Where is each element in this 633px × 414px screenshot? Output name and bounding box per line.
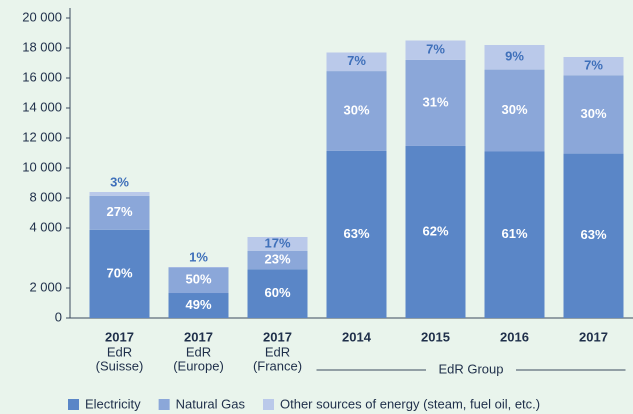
bar-segment [247, 250, 308, 270]
legend-label: Natural Gas [176, 396, 246, 411]
y-tick-label: 8 000 [29, 189, 62, 204]
y-tick-label: 12 000 [22, 129, 62, 144]
x-tick-label: 2017 [579, 329, 608, 344]
value-label: 9% [505, 49, 524, 64]
value-label: 30% [501, 102, 527, 117]
value-label: 27% [106, 204, 132, 219]
x-tick-label: 2017 [263, 329, 292, 344]
bar-segment [405, 59, 466, 146]
bar-segment [405, 145, 466, 318]
bar-segment [247, 269, 308, 318]
bar-segment [89, 195, 150, 230]
group-label: EdR Group [438, 361, 503, 376]
bar-segment [168, 267, 229, 268]
x-sublabel: EdR [186, 344, 211, 359]
value-label: 7% [426, 42, 445, 57]
x-tick-label: 2015 [421, 329, 450, 344]
legend-swatch [68, 399, 79, 410]
bar-segment [168, 293, 229, 318]
y-tick-label: 18 000 [22, 39, 62, 54]
value-label: 62% [422, 223, 448, 238]
legend-swatch [263, 399, 274, 410]
x-sublabel: EdR [107, 344, 132, 359]
value-label: 30% [343, 102, 369, 117]
value-label: 30% [580, 106, 606, 121]
x-tick-label: 2014 [342, 329, 372, 344]
value-label: 60% [264, 285, 290, 300]
legend-label: Electricity [85, 396, 141, 411]
y-tick-label: 16 000 [22, 69, 62, 84]
value-label: 3% [110, 174, 129, 189]
value-label: 70% [106, 265, 132, 280]
y-tick-label: 2 000 [29, 279, 62, 294]
bar-segment [563, 57, 624, 76]
value-label: 63% [343, 226, 369, 241]
x-sublabel: (Europe) [173, 358, 224, 373]
value-label: 1% [189, 249, 208, 264]
value-label: 7% [584, 58, 603, 73]
bar-segment [326, 71, 387, 151]
value-label: 50% [185, 272, 211, 287]
bar-segment [326, 150, 387, 318]
bar-segment [484, 69, 545, 152]
bar-segment [247, 237, 308, 251]
y-tick-label: 4 000 [29, 219, 62, 234]
x-tick-label: 2017 [184, 329, 213, 344]
y-tick-label: 14 000 [22, 99, 62, 114]
bar-segment [563, 153, 624, 318]
x-sublabel: (France) [253, 358, 302, 373]
bar-segment [563, 75, 624, 154]
value-label: 63% [580, 227, 606, 242]
value-label: 49% [185, 297, 211, 312]
legend-label: Other sources of energy (steam, fuel oil… [280, 396, 540, 411]
value-label: 61% [501, 226, 527, 241]
y-tick-label: 20 000 [22, 9, 62, 24]
bar-segment [168, 267, 229, 294]
legend-swatch [158, 399, 170, 410]
y-tick-label: 0 [55, 309, 62, 324]
value-label: 17% [264, 235, 290, 250]
bar-segment [405, 40, 466, 60]
value-label: 31% [422, 94, 448, 109]
bar-segment [89, 229, 150, 318]
y-tick-label: 10 000 [22, 159, 62, 174]
value-label: 7% [347, 53, 366, 68]
x-tick-label: 2017 [105, 329, 134, 344]
value-label: 23% [264, 252, 290, 267]
x-tick-label: 2016 [500, 329, 529, 344]
bar-segment [89, 192, 150, 196]
bar-segment [484, 45, 545, 70]
x-sublabel: (Suisse) [96, 358, 144, 373]
bar-segment [484, 151, 545, 318]
bar-segment [326, 52, 387, 72]
x-sublabel: EdR [265, 344, 290, 359]
